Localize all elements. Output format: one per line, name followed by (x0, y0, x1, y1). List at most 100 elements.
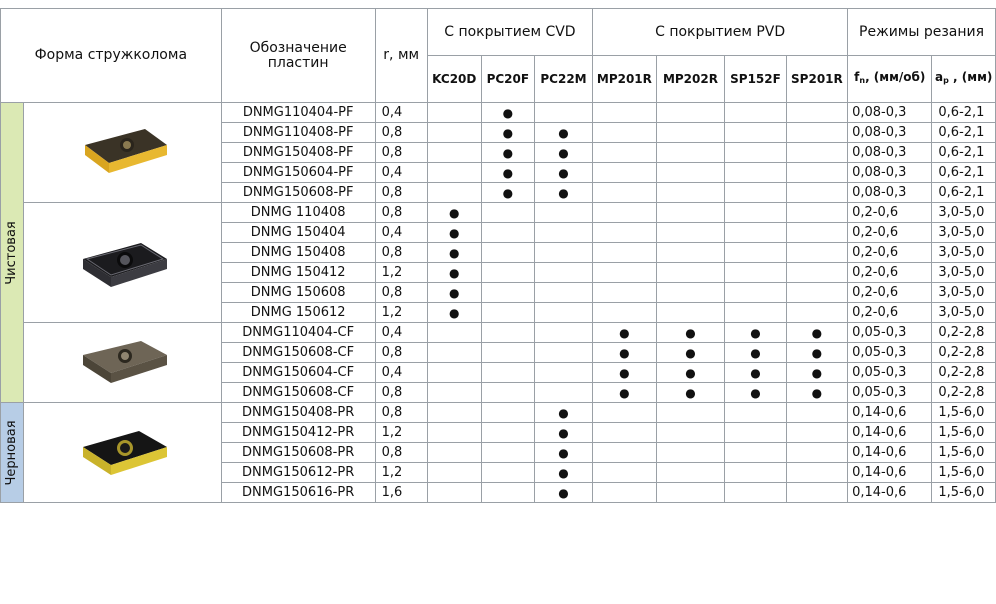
grade-cell-sp201r (785, 462, 849, 483)
grade-cell-sp201r (785, 262, 849, 283)
designation-cell: DNMG150604-PF (220, 162, 376, 183)
header-cutting: Режимы резания (847, 8, 996, 56)
radius-cell: 1,6 (374, 482, 428, 503)
black-yellow-insert-image (67, 415, 177, 491)
grade-cell-pc22m (533, 262, 594, 283)
grade-cell-mp201r (592, 202, 657, 223)
designation-cell: DNMG 150404 (220, 222, 376, 243)
grade-cell-sp152f: ● (724, 322, 787, 343)
grade-cell-pc20f: ● (480, 122, 535, 143)
grade-cell-pc20f (480, 402, 535, 423)
grade-cell-pc20f (480, 422, 535, 443)
feed-cell: 0,14-0,6 (847, 442, 933, 463)
feed-cell: 0,08-0,3 (847, 162, 933, 183)
grade-cell-sp152f (724, 182, 787, 203)
grade-cell-kc20d (426, 442, 482, 463)
table-row: DNMG 110408 0,8 ● 0,2-0,6 3,0-5,0 (1, 202, 996, 323)
grade-cell-sp201r (785, 182, 849, 203)
grade-cell-mp202r (655, 222, 726, 243)
designation-cell: DNMG110404-PF (220, 102, 376, 123)
grade-cell-kc20d: ● (426, 262, 482, 283)
header-feed: fn, (мм/об) (847, 55, 933, 103)
grade-cell-sp152f (724, 162, 787, 183)
grade-cell-mp201r (592, 182, 657, 203)
designation-cell: DNMG110408-PF (220, 122, 376, 143)
grade-cell-pc22m: ● (533, 182, 594, 203)
grade-cell-mp201r: ● (592, 342, 657, 363)
yellow-insert-image (67, 115, 177, 191)
grade-cell-pc22m (533, 282, 594, 303)
category-finishing: Чистовая (0, 102, 24, 403)
feed-cell: 0,14-0,6 (847, 482, 933, 503)
radius-cell: 0,4 (374, 102, 428, 123)
grade-cell-sp152f (724, 242, 787, 263)
grade-header: PC20F (480, 55, 535, 103)
grade-cell-sp201r (785, 482, 849, 503)
feed-cell: 0,2-0,6 (847, 242, 933, 263)
grade-cell-kc20d (426, 102, 482, 123)
grade-cell-mp201r (592, 482, 657, 503)
grade-cell-pc22m (533, 362, 594, 383)
grade-cell-sp152f (724, 302, 787, 323)
depth-cell: 1,5-6,0 (931, 402, 996, 423)
grade-cell-kc20d (426, 322, 482, 343)
header-designation: Обозначение пластин (220, 8, 376, 103)
grade-cell-pc22m: ● (533, 442, 594, 463)
grade-cell-pc20f (480, 222, 535, 243)
grade-header: MP201R (592, 55, 657, 103)
grade-cell-pc20f: ● (480, 102, 535, 123)
grade-cell-pc20f: ● (480, 182, 535, 203)
grade-cell-kc20d (426, 422, 482, 443)
depth-cell: 0,2-2,8 (931, 382, 996, 403)
depth-cell: 0,2-2,8 (931, 362, 996, 383)
grade-cell-pc22m: ● (533, 482, 594, 503)
grade-cell-kc20d (426, 122, 482, 143)
grade-cell-kc20d: ● (426, 282, 482, 303)
designation-cell: DNMG150412-PR (220, 422, 376, 443)
designation-cell: DNMG150616-PR (220, 482, 376, 503)
feed-cell: 0,08-0,3 (847, 182, 933, 203)
designation-cell: DNMG 150412 (220, 262, 376, 283)
grade-cell-mp201r (592, 142, 657, 163)
radius-cell: 0,4 (374, 162, 428, 183)
grade-header: KC20D (426, 55, 482, 103)
grade-cell-sp152f (724, 122, 787, 143)
grade-header: PC22M (533, 55, 594, 103)
grade-cell-kc20d (426, 362, 482, 383)
designation-cell: DNMG150608-CF (220, 342, 376, 363)
grade-cell-mp202r (655, 122, 726, 143)
grade-cell-kc20d (426, 482, 482, 503)
grade-cell-sp201r: ● (785, 382, 849, 403)
table-row: DNMG150616-PR 1,6 ● 0,14-0,6 1,5-6,0 (1, 482, 996, 503)
grade-cell-mp202r (655, 462, 726, 483)
grade-cell-sp201r (785, 102, 849, 123)
grade-cell-mp201r (592, 302, 657, 323)
feed-cell: 0,2-0,6 (847, 262, 933, 283)
grade-cell-pc20f (480, 462, 535, 483)
grade-cell-pc20f (480, 342, 535, 363)
grade-cell-sp201r (785, 222, 849, 243)
feed-cell: 0,14-0,6 (847, 402, 933, 423)
grade-cell-pc20f: ● (480, 162, 535, 183)
grade-cell-sp201r (785, 302, 849, 323)
grade-cell-mp202r: ● (655, 322, 726, 343)
table-row: DNMG150612-PR 1,2 ● 0,14-0,6 1,5-6,0 (1, 462, 996, 483)
grade-cell-mp202r (655, 442, 726, 463)
depth-cell: 3,0-5,0 (931, 242, 996, 263)
grade-cell-mp202r: ● (655, 342, 726, 363)
grade-cell-sp152f (724, 482, 787, 503)
radius-cell: 1,2 (374, 462, 428, 483)
table-row: DNMG110404-CF 0,4 ● ● ● ● 0,05-0,3 0,2-2,8 (1, 322, 996, 403)
insert-image-cell (22, 202, 222, 323)
insert-table: Форма стружколома Обозначение пластин r,… (0, 8, 996, 503)
depth-cell: 3,0-5,0 (931, 222, 996, 243)
radius-cell: 0,4 (374, 362, 428, 383)
grade-cell-pc20f (480, 362, 535, 383)
grade-cell-mp202r (655, 142, 726, 163)
depth-cell: 0,6-2,1 (931, 122, 996, 143)
grade-cell-pc20f (480, 482, 535, 503)
grade-cell-sp152f: ● (724, 382, 787, 403)
radius-cell: 0,4 (374, 222, 428, 243)
grade-cell-mp201r (592, 402, 657, 423)
feed-cell: 0,05-0,3 (847, 362, 933, 383)
